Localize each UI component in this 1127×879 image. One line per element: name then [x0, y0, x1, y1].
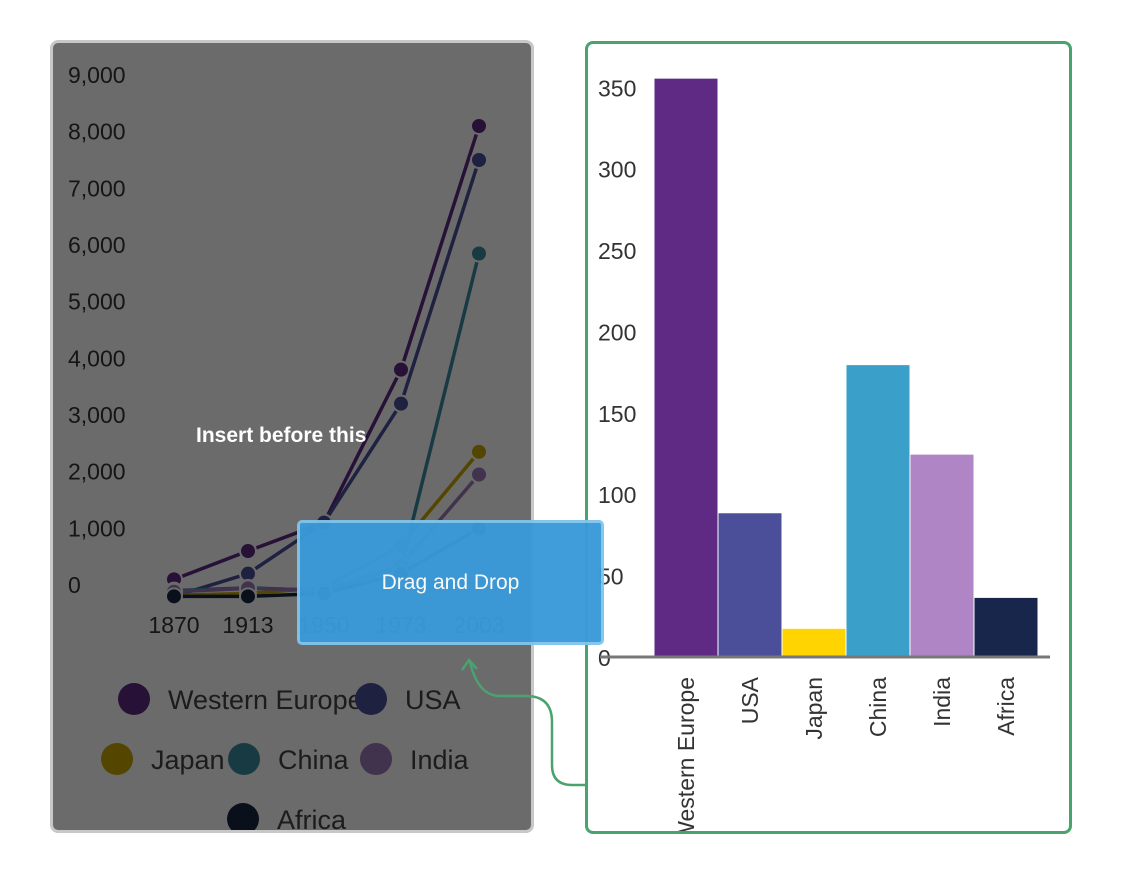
legend-label: China: [278, 745, 350, 775]
x-tick-label: 1870: [148, 612, 199, 638]
series-line: [173, 125, 481, 581]
source-chart-panel[interactable]: 9,000 8,000 7,000 6,000 5,000 4,000 3,000 2,000…: [50, 40, 534, 833]
legend-marker: [360, 743, 392, 775]
y-tick-label: 7,000: [68, 175, 126, 201]
x-tick-label: Japan: [801, 677, 827, 740]
y-tick-label: 3,000: [68, 402, 126, 428]
data-point: [392, 360, 410, 379]
y-tick-label: 2,000: [68, 459, 126, 485]
bar: [653, 77, 719, 657]
y-tick-label: 8,000: [68, 119, 126, 145]
x-tick-label: Africa: [993, 677, 1019, 736]
data-point: [165, 587, 183, 606]
bar: [781, 627, 847, 657]
y-tick-label: 6,000: [68, 232, 126, 258]
y-tick-label: 4,000: [68, 345, 126, 371]
y-tick-label: 300: [598, 157, 636, 183]
bar-chart: 050100150200250300350Western EuropeUSAJa…: [598, 75, 1050, 843]
legend-label: Japan: [151, 745, 225, 775]
data-point: [239, 587, 257, 606]
y-tick-label: 5,000: [68, 289, 126, 315]
legend-marker: [355, 683, 387, 715]
x-tick-label: Western Europe: [673, 677, 699, 831]
y-tick-label: 1,000: [68, 515, 126, 541]
legend-marker: [118, 683, 150, 715]
data-point: [470, 117, 488, 135]
x-tick-label: USA: [737, 676, 763, 724]
y-tick-label: 9,000: [68, 62, 126, 88]
data-point: [470, 442, 488, 461]
data-point: [470, 244, 488, 263]
drag-and-drop-ghost[interactable]: Drag and Drop: [297, 520, 604, 645]
data-point: [470, 465, 488, 484]
bar: [717, 512, 783, 657]
x-tick-label: China: [865, 677, 891, 737]
legend-label: Africa: [277, 805, 347, 830]
y-tick-label: 200: [598, 319, 636, 345]
legend-marker: [228, 743, 260, 775]
drag-label: Drag and Drop: [381, 570, 520, 594]
legend-marker: [227, 803, 259, 830]
y-tick-label: 350: [598, 75, 636, 101]
y-tick-label: 150: [598, 401, 636, 427]
bar: [845, 364, 911, 657]
legend-label: India: [410, 745, 470, 775]
legend-marker: [101, 743, 133, 775]
y-tick-label: 0: [68, 572, 81, 598]
data-point: [239, 542, 257, 560]
x-tick-label: 1913: [222, 612, 273, 638]
legend-label: USA: [405, 685, 461, 715]
bar: [909, 453, 975, 657]
data-point: [470, 151, 488, 169]
x-tick-label: India: [929, 677, 955, 727]
target-chart-panel[interactable]: 050100150200250300350Western EuropeUSAJa…: [585, 41, 1072, 843]
y-tick-label: 250: [598, 238, 636, 264]
bar: [973, 596, 1039, 657]
insert-before-label: Insert before this: [196, 424, 367, 447]
y-tick-label: 100: [598, 482, 636, 508]
legend-label: Western Europe: [168, 685, 363, 715]
data-point: [392, 394, 410, 413]
